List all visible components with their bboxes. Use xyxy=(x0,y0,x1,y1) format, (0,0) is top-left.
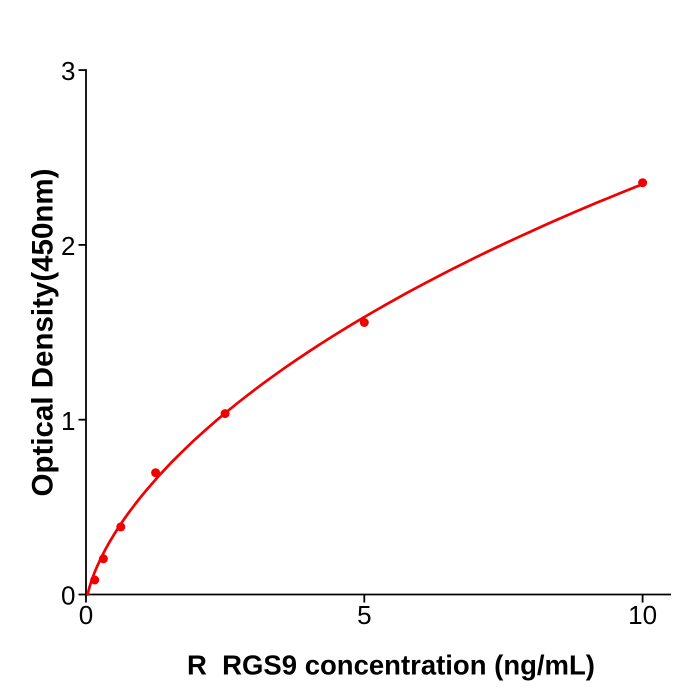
svg-text:5: 5 xyxy=(357,600,371,630)
svg-text:1: 1 xyxy=(61,406,75,436)
svg-text:Optical Density(450nm): Optical Density(450nm) xyxy=(27,169,60,497)
svg-text:3: 3 xyxy=(61,56,75,86)
svg-text:R RGS9 concentration (ng/mL): R RGS9 concentration (ng/mL) xyxy=(187,650,595,681)
svg-text:0: 0 xyxy=(61,581,75,611)
svg-text:2: 2 xyxy=(61,231,75,261)
svg-text:0: 0 xyxy=(79,600,93,630)
svg-text:10: 10 xyxy=(628,600,657,630)
